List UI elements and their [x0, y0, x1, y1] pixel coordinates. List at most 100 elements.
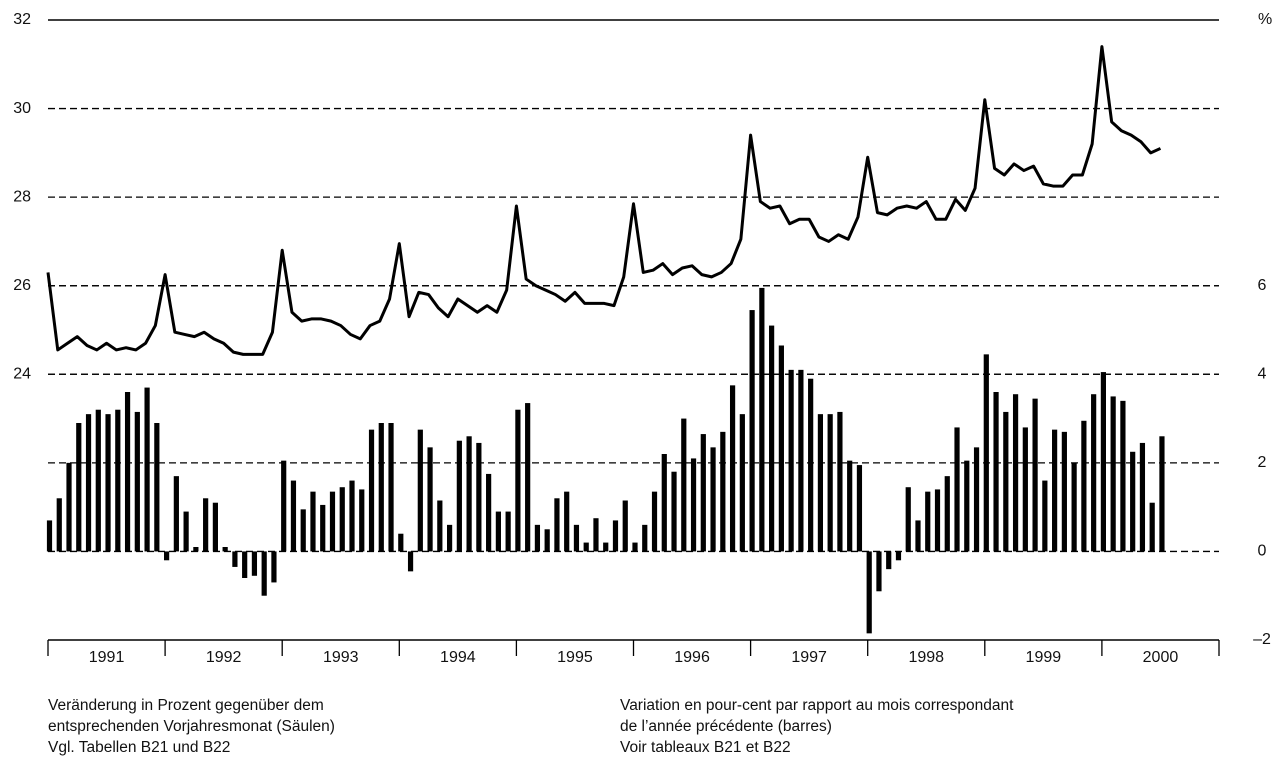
bar	[300, 509, 306, 552]
bar	[1149, 502, 1155, 552]
note-fr: Variation en pour-cent par rapport au mo…	[620, 697, 1014, 714]
bar	[56, 498, 62, 552]
bar	[925, 491, 931, 552]
bar	[85, 414, 92, 552]
bar	[788, 369, 794, 552]
bar	[593, 518, 599, 552]
bar	[115, 409, 121, 552]
bar	[934, 489, 941, 552]
bar	[759, 287, 765, 552]
bar	[398, 533, 404, 552]
note-de: Vgl. Tabellen B21 und B22	[48, 739, 230, 756]
bar	[261, 551, 267, 596]
bar	[798, 369, 804, 552]
bar	[154, 423, 160, 552]
y-tick-label: 32	[13, 11, 31, 28]
bar	[778, 345, 784, 552]
bar	[1071, 462, 1077, 552]
bar	[466, 436, 472, 552]
bar	[651, 491, 658, 552]
bar	[1130, 451, 1136, 552]
bar	[710, 447, 716, 552]
bar	[271, 551, 277, 583]
bar	[1110, 396, 1116, 552]
x-tick-label: 1992	[206, 649, 242, 666]
bar	[622, 500, 628, 552]
x-tick-label: 1999	[1026, 649, 1062, 666]
y2-tick-label: 4	[1258, 366, 1267, 383]
bar	[1003, 411, 1009, 552]
x-tick-label: 1994	[440, 649, 476, 666]
bar	[856, 465, 863, 552]
bar	[603, 542, 609, 552]
bar	[281, 460, 287, 552]
note-fr: Voir tableaux B21 et B22	[620, 739, 791, 756]
note-fr: de l’année précédente (barres)	[620, 718, 832, 735]
bar	[583, 542, 589, 552]
y2-tick-label: –2	[1253, 631, 1271, 648]
bar	[964, 460, 970, 552]
bar	[339, 487, 345, 552]
bar	[193, 547, 199, 552]
bar	[1081, 420, 1087, 552]
bar	[642, 524, 648, 552]
bar	[144, 387, 150, 552]
bar	[310, 491, 316, 552]
bar	[486, 473, 492, 552]
bar	[1052, 429, 1058, 552]
bar	[720, 431, 726, 552]
bar	[290, 480, 297, 552]
bar	[554, 498, 560, 552]
bar	[66, 462, 72, 552]
bar	[564, 491, 570, 552]
y2-tick-label: 2	[1258, 454, 1267, 471]
bar	[700, 434, 706, 552]
bar	[749, 310, 755, 552]
bar	[671, 471, 677, 552]
y-tick-label: 30	[13, 100, 31, 117]
bar	[417, 429, 423, 552]
bar	[173, 476, 179, 552]
bar	[349, 480, 355, 552]
bar	[544, 529, 550, 552]
bar	[808, 378, 814, 552]
bar	[388, 423, 394, 552]
bar	[954, 427, 960, 552]
x-tick-label: 1995	[557, 649, 593, 666]
bar	[320, 504, 326, 552]
x-tick-label: 2000	[1143, 649, 1179, 666]
y2-tick-label: 0	[1258, 543, 1267, 560]
bar	[1042, 480, 1048, 552]
bar	[1159, 436, 1165, 552]
bar	[1091, 394, 1097, 552]
bar	[124, 392, 131, 552]
bar	[212, 502, 218, 552]
bar	[76, 423, 82, 552]
bar	[407, 551, 414, 572]
bar	[232, 551, 238, 567]
bar	[446, 524, 453, 552]
bar	[505, 511, 511, 552]
x-tick-label: 1993	[323, 649, 359, 666]
bar	[681, 418, 687, 552]
bar	[886, 551, 892, 570]
bar	[329, 491, 336, 552]
bar	[847, 460, 853, 552]
bar	[525, 403, 531, 552]
bar	[359, 489, 365, 552]
bar	[993, 392, 999, 552]
bar	[534, 524, 541, 552]
bar	[729, 385, 736, 552]
x-tick-label: 1991	[89, 649, 125, 666]
bar	[437, 500, 443, 552]
bar	[690, 458, 697, 552]
y2-axis-unit: %	[1258, 11, 1272, 28]
bar	[242, 551, 248, 578]
bar	[368, 429, 375, 552]
bar	[134, 411, 140, 552]
bar	[915, 520, 921, 552]
y-tick-label: 24	[13, 366, 31, 383]
bar	[1012, 394, 1019, 552]
bar	[222, 547, 228, 552]
